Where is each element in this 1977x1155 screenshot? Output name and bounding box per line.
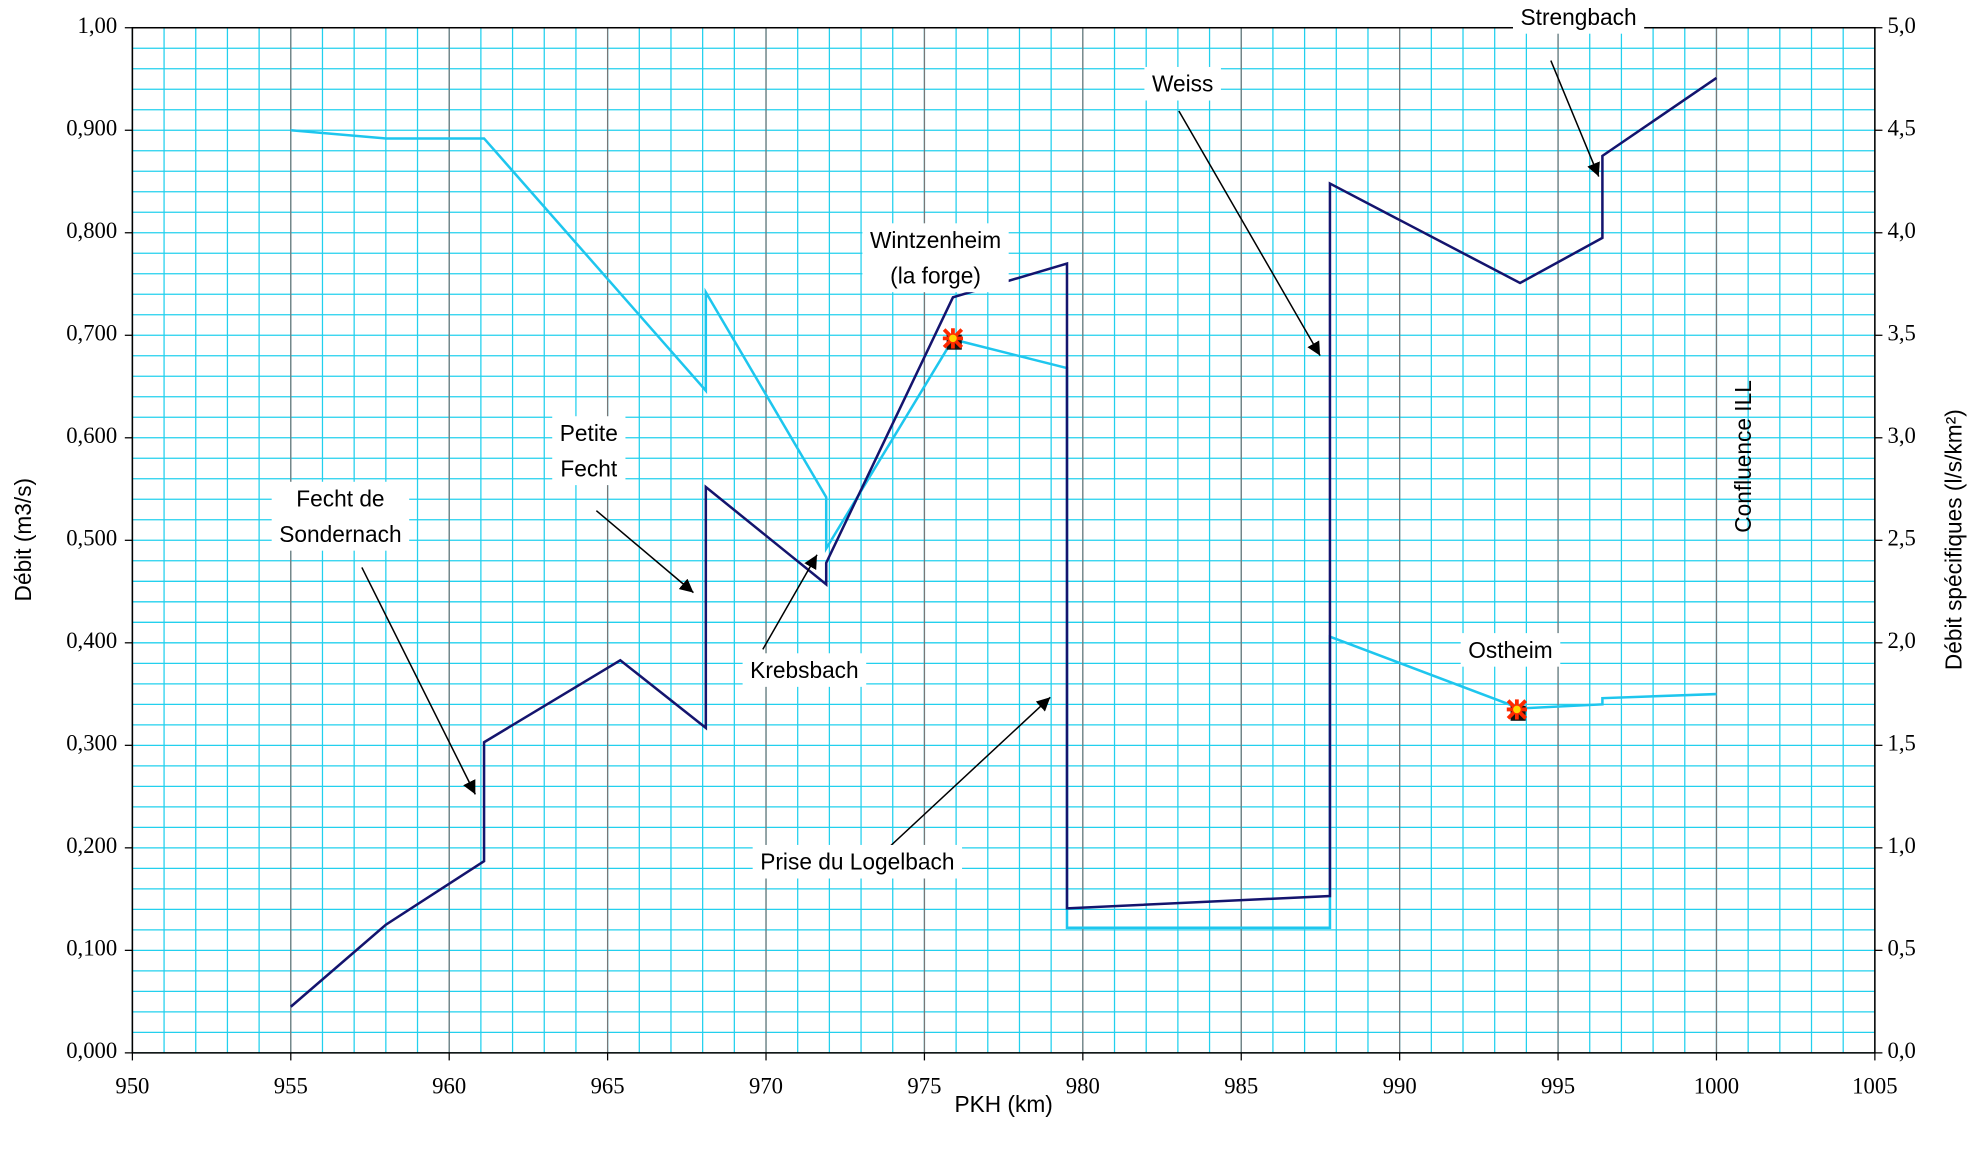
x-tick-label: 985: [1224, 1073, 1258, 1098]
y-tick-label: 0,000: [66, 1038, 117, 1063]
y-tick-label: 0,100: [66, 936, 117, 961]
annotation-arrow: [888, 696, 1051, 848]
x-tick-label: 950: [115, 1073, 149, 1098]
annotation-arrow: [1178, 110, 1321, 356]
y-axis-title: Débit (m3/s): [10, 478, 36, 602]
annotation: Ostheim: [1460, 633, 1561, 667]
x-tick-label: 1000: [1694, 1073, 1739, 1098]
annotation: Wintzenheim (la forge): [862, 223, 1009, 293]
y-tick-label: 0,500: [66, 526, 117, 551]
annotation-arrow: [762, 554, 818, 650]
x-tick-label: 960: [432, 1073, 466, 1098]
y-tick-label: 0,900: [66, 115, 117, 140]
annotation-text: Wintzenheim: [870, 227, 1001, 253]
series-line: [290, 128, 1717, 930]
y2-tick-label: 3,0: [1887, 423, 1915, 448]
y2-tick-label: 0,5: [1887, 936, 1915, 961]
x-tick-label: 1005: [1852, 1073, 1897, 1098]
y2-tick-label: 0,0: [1887, 1038, 1915, 1063]
annotation-arrow: [595, 510, 694, 594]
annotation-bg: [1144, 66, 1221, 101]
plot-frame: [131, 26, 1876, 1054]
annotation: Prise du Logelbach: [752, 844, 963, 879]
annotation-text: Confluence ILL: [1730, 380, 1756, 533]
y-tick-label: 1,00: [78, 13, 118, 38]
annotation-text: Petite: [560, 420, 618, 446]
annotation-bg: [862, 223, 1009, 293]
point-marker: [1506, 699, 1528, 721]
y-tick-label: 0,200: [66, 833, 117, 858]
annotation-text: Ostheim: [1468, 637, 1552, 663]
annotation: Fecht de Sondernach: [271, 481, 410, 551]
annotation-bg: [752, 844, 963, 879]
y-tick-label: 0,400: [66, 628, 117, 653]
series-line: [289, 76, 1718, 1008]
annotation: Petite Fecht: [552, 416, 626, 486]
x-tick-label: 970: [749, 1073, 783, 1098]
x-axis-title: PKH (km): [954, 1091, 1052, 1117]
annotation: Weiss: [1144, 66, 1221, 101]
annotation-text: Fecht: [560, 455, 617, 481]
annotation-arrow: [1550, 60, 1600, 177]
y2-tick-label: 1,5: [1887, 731, 1915, 756]
x-tick-label: 995: [1541, 1073, 1575, 1098]
x-tick-label: 975: [907, 1073, 941, 1098]
x-tick-label: 990: [1383, 1073, 1417, 1098]
annotation-bg: [552, 416, 626, 486]
annotation-text: Weiss: [1152, 71, 1213, 97]
y-tick-label: 0,300: [66, 731, 117, 756]
annotation-text: Strengbach: [1521, 4, 1637, 30]
y2-tick-label: 1,0: [1887, 833, 1915, 858]
annotation-text: Fecht de: [296, 486, 384, 512]
y2-tick-label: 4,0: [1887, 218, 1915, 243]
y2-tick-label: 5,0: [1887, 13, 1915, 38]
y-tick-label: 0,700: [66, 320, 117, 345]
annotation-bg: [742, 653, 867, 687]
annotation: Strengbach: [1512, 0, 1645, 34]
annotation-text: Krebsbach: [750, 657, 858, 683]
y2-tick-label: 4,5: [1887, 115, 1915, 140]
annotation-bg: [1460, 633, 1561, 667]
marker-core: [1513, 705, 1521, 714]
point-marker: [942, 328, 964, 350]
annotation-arrow: [361, 567, 477, 795]
annotation: Krebsbach: [742, 653, 867, 687]
annotation-text: Sondernach: [279, 521, 401, 547]
y2-tick-label: 2,5: [1887, 526, 1915, 551]
y2-tick-label: 3,5: [1887, 320, 1915, 345]
annotation-text: (la forge): [890, 262, 981, 288]
annotation: Confluence ILL: [1730, 380, 1756, 533]
y-tick-label: 0,600: [66, 423, 117, 448]
annotation-bg: [271, 481, 410, 551]
grid: [131, 27, 1876, 1054]
annotation-text: Prise du Logelbach: [760, 849, 954, 875]
annotation-bg: [1512, 0, 1645, 34]
x-tick-label: 980: [1066, 1073, 1100, 1098]
x-tick-label: 965: [591, 1073, 625, 1098]
marker-core: [949, 334, 957, 343]
y-tick-label: 0,800: [66, 218, 117, 243]
x-tick-label: 955: [274, 1073, 308, 1098]
y2-axis-title: Débit spécifiques (l/s/km²): [1941, 409, 1967, 670]
y2-tick-label: 2,0: [1887, 628, 1915, 653]
